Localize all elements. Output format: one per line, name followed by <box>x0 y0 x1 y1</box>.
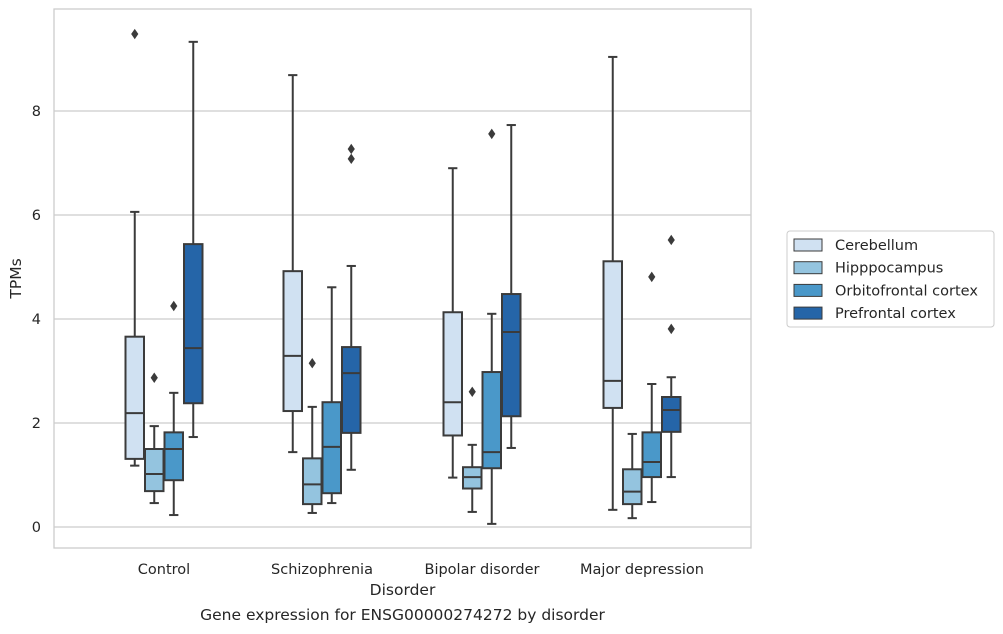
legend-label: Hipppocampus <box>835 261 943 277</box>
box-hipppocampus <box>622 432 643 520</box>
box-body <box>163 431 184 482</box>
legend-label: Prefrontal cortex <box>835 306 956 322</box>
box-cerebellum <box>124 28 145 467</box>
box-prefrontal-cortex <box>501 124 522 449</box>
x-tick-labels: Control Schizophrenia Bipolar disorder Majo… <box>138 562 704 578</box>
box-body <box>442 311 463 437</box>
grid-lines <box>54 110 751 528</box>
box-cerebellum <box>602 55 623 511</box>
x-axis-title: Disorder <box>370 581 436 599</box>
box-body <box>481 371 502 470</box>
x-tick-label: Control <box>138 562 190 578</box>
y-tick-label: 0 <box>32 520 41 536</box>
box-body <box>661 396 682 433</box>
outlier-point <box>308 358 316 369</box>
box-orbitofrontal-cortex <box>641 271 662 504</box>
outlier-point <box>170 300 178 312</box>
x-tick-label: Bipolar disorder <box>425 562 540 578</box>
box-cerebellum <box>282 74 303 454</box>
outlier-point <box>488 128 496 140</box>
box-body <box>282 270 303 413</box>
legend-label: Orbitofrontal cortex <box>835 283 978 299</box>
box-body <box>302 457 323 506</box>
x-tick-label: Schizophrenia <box>271 562 373 578</box>
legend-swatch <box>793 306 823 320</box>
box-layer <box>124 28 682 525</box>
outlier-point <box>667 234 675 246</box>
box-orbitofrontal-cortex <box>481 128 502 525</box>
box-body <box>602 260 623 409</box>
outlier-point <box>667 323 675 335</box>
box-body <box>501 293 522 418</box>
y-tick-label: 2 <box>32 416 41 432</box>
box-hipppocampus <box>462 386 483 513</box>
outlier-point <box>131 28 139 40</box>
y-tick-labels: 0 2 4 6 8 <box>32 104 41 536</box>
box-body <box>622 468 643 506</box>
plot-frame <box>53 8 752 549</box>
box-body <box>144 448 165 493</box>
outlier-point <box>150 372 158 383</box>
outlier-point <box>468 386 476 397</box>
box-cerebellum <box>442 167 463 479</box>
y-axis-title: TPMs <box>7 258 25 299</box>
chart-caption: Gene expression for ENSG00000274272 by d… <box>200 606 605 624</box>
box-hipppocampus <box>302 358 323 514</box>
legend-swatch <box>793 238 823 252</box>
outlier-point <box>347 143 355 155</box>
y-tick-label: 8 <box>32 104 41 120</box>
box-prefrontal-cortex <box>183 40 204 439</box>
box-orbitofrontal-cortex <box>321 286 342 505</box>
legend: Cerebellum Hipppocampus Orbitofrontal cort… <box>786 230 995 328</box>
box-body <box>341 346 362 434</box>
legend-frame <box>786 230 995 328</box>
box-prefrontal-cortex <box>341 143 362 471</box>
box-body <box>183 243 204 405</box>
box-prefrontal-cortex <box>661 234 682 479</box>
outlier-point <box>347 153 355 165</box>
box-body <box>641 431 662 479</box>
box-hipppocampus <box>144 372 165 505</box>
legend-swatch <box>793 261 823 275</box>
box-orbitofrontal-cortex <box>163 300 184 517</box>
legend-label: Cerebellum <box>835 238 918 254</box>
y-tick-label: 6 <box>32 208 41 224</box>
y-tick-label: 4 <box>32 312 41 328</box>
legend-swatch <box>793 283 823 297</box>
box-body <box>124 335 145 460</box>
x-tick-label: Major depression <box>580 562 704 578</box>
outlier-point <box>648 271 656 283</box>
